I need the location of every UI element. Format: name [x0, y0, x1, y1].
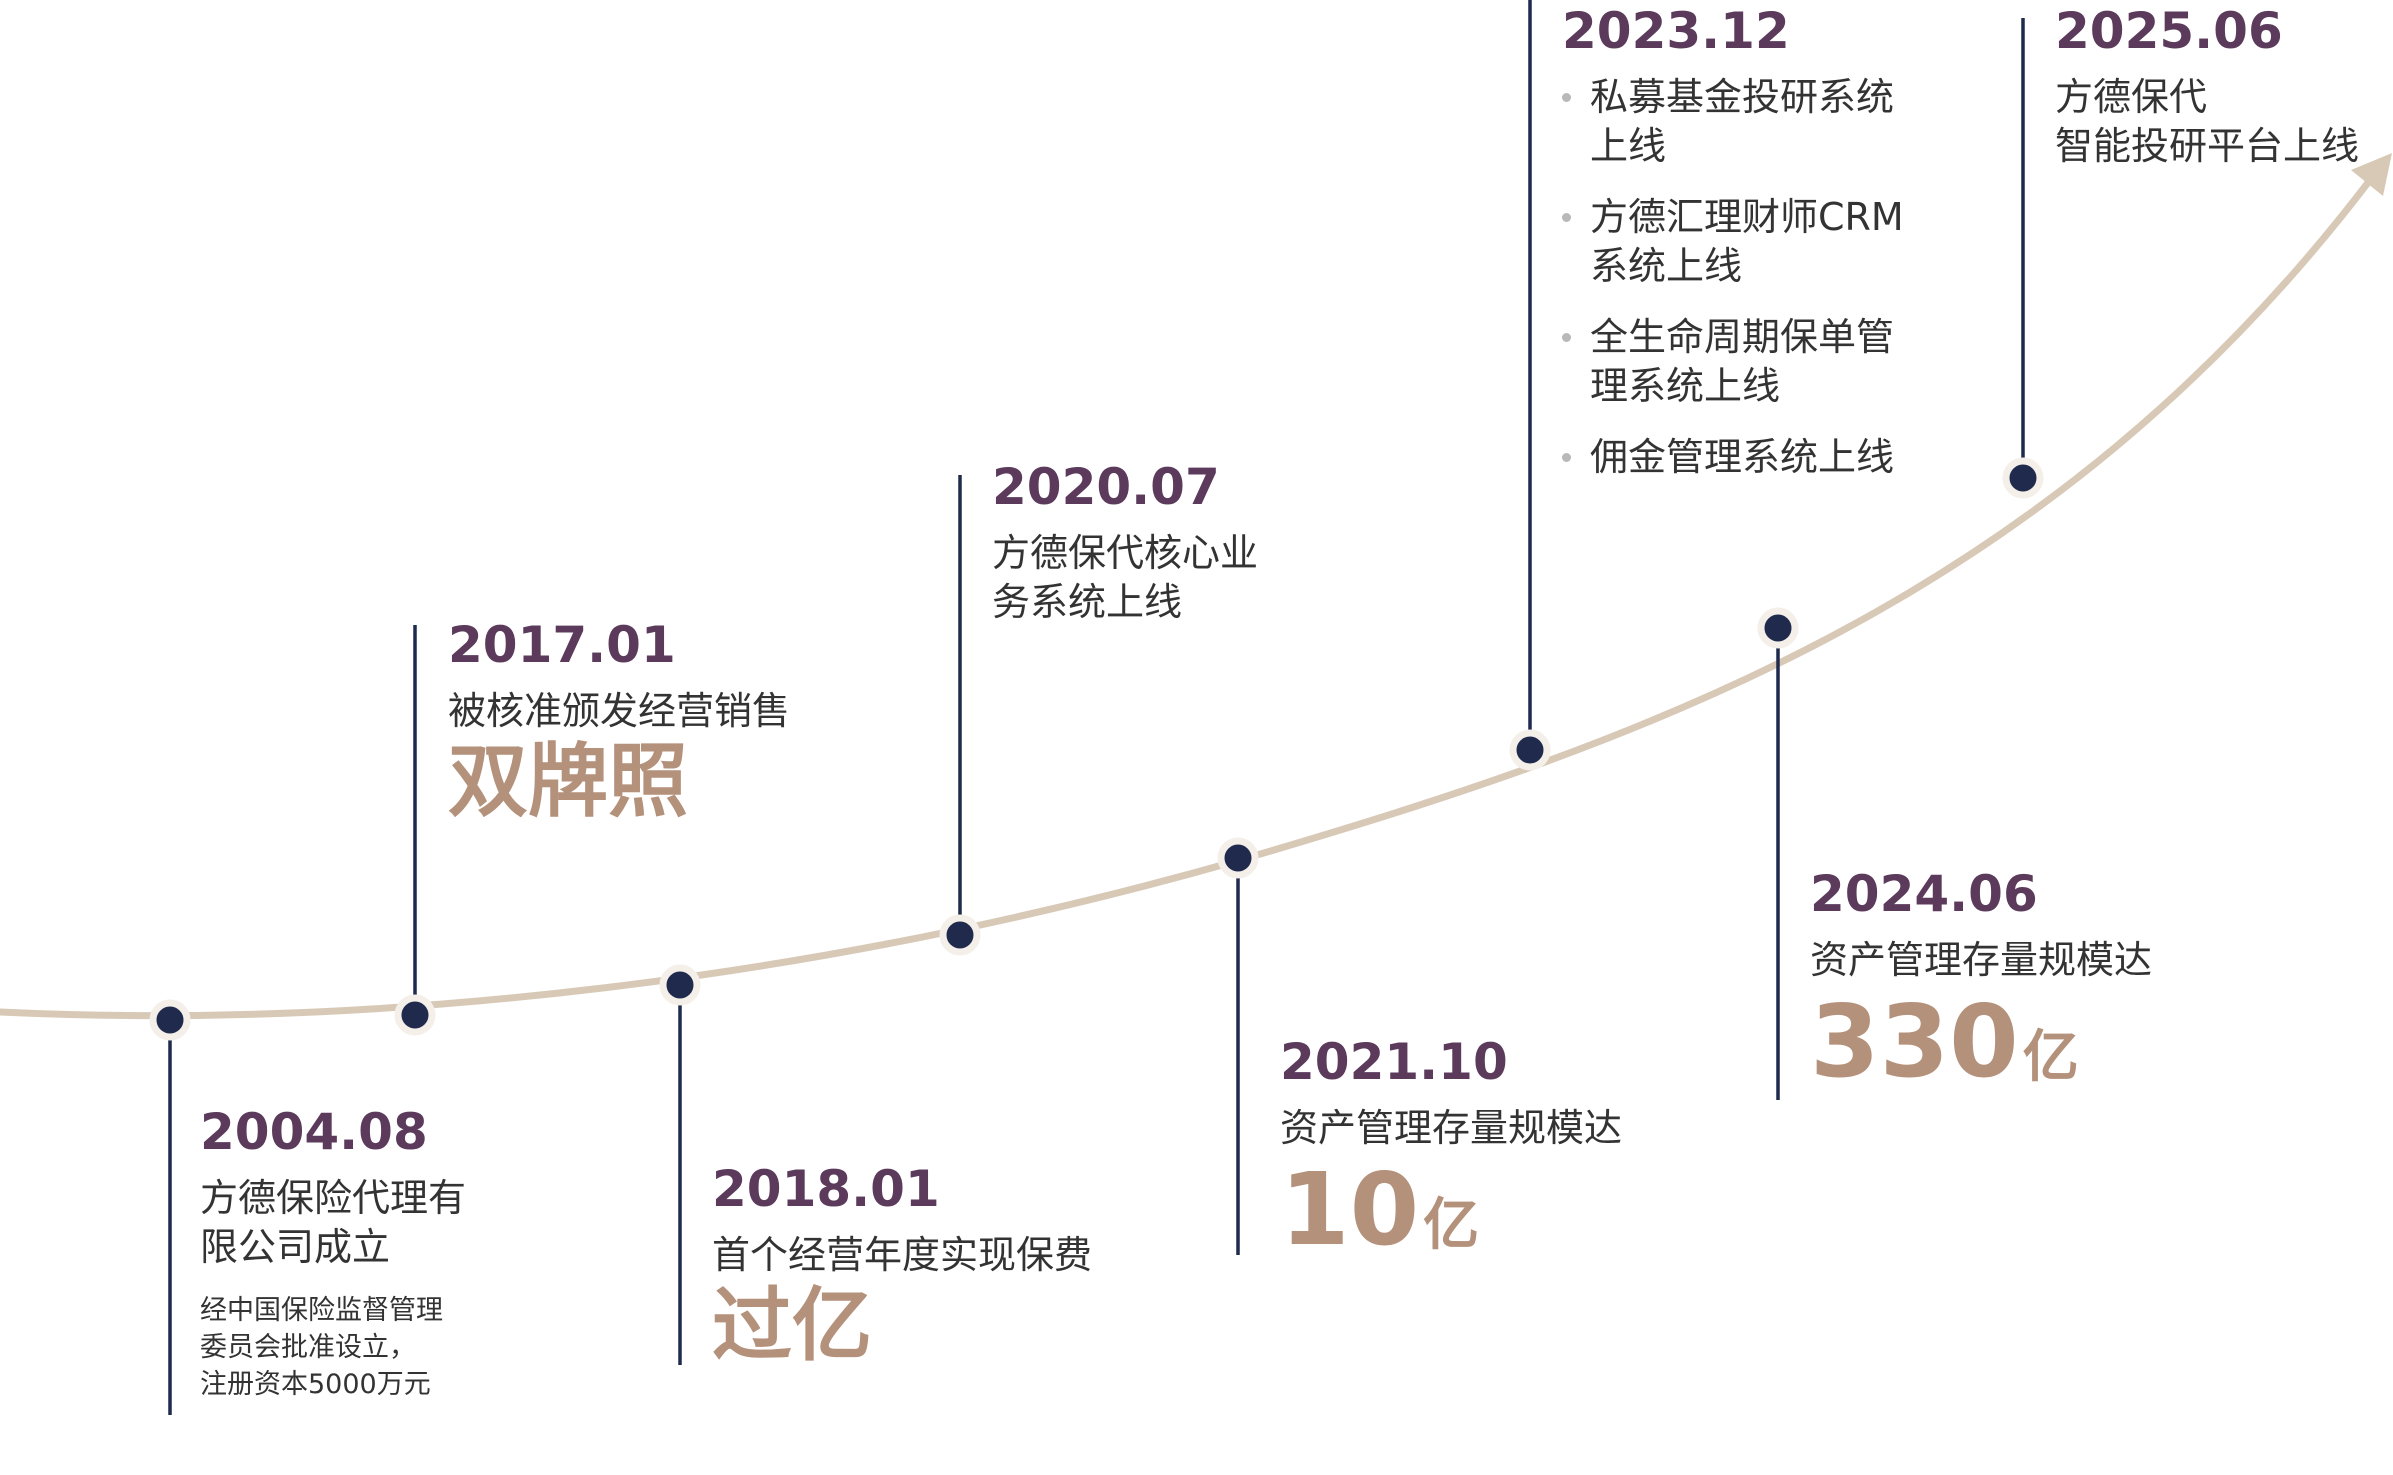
- highlight-number: 10: [1280, 1151, 1420, 1268]
- event-description-line: 方德保代: [2055, 75, 2208, 119]
- list-item-line: 上线: [1590, 124, 1667, 168]
- list-item-line: 私募基金投研系统: [1590, 75, 1895, 119]
- curve-arrowhead-icon: [2351, 153, 2392, 196]
- event-description: 方德保险代理有 限公司成立: [200, 1174, 466, 1272]
- milestone-dot-2023-12: [1509, 729, 1551, 771]
- list-item-line: 佣金管理系统上线: [1590, 435, 1895, 479]
- event-description: 被核准颁发经营销售: [448, 687, 790, 736]
- event-note-line: 注册资本5000万元: [200, 1369, 431, 1400]
- milestone-dot-2025-06: [2002, 457, 2044, 499]
- event-description: 方德保代核心业 务系统上线: [992, 529, 1258, 627]
- highlight-unit: 亿: [2022, 1025, 2079, 1090]
- milestone-dot-2018-01: [659, 964, 701, 1006]
- event-2020-07: 2020.07 方德保代核心业 务系统上线: [992, 460, 1258, 627]
- milestone-dot-2017-01: [394, 994, 436, 1036]
- list-item-line: 方德汇理财师CRM: [1590, 195, 1904, 239]
- event-description-line: 被核准颁发经营销售: [448, 689, 791, 733]
- list-item-line: 全生命周期保单管: [1590, 315, 1895, 359]
- event-description-line: 智能投研平台上线: [2055, 124, 2360, 168]
- event-description-line: 资产管理存量规模达: [1810, 938, 2153, 982]
- list-item-line: 理系统上线: [1590, 364, 1781, 408]
- list-item: 私募基金投研系统 上线: [1562, 73, 1904, 171]
- event-date: 2017.01: [448, 616, 676, 674]
- event-description: 首个经营年度实现保费: [712, 1231, 1092, 1280]
- milestone-dot-2021-10: [1217, 837, 1259, 879]
- event-2004-08: 2004.08 方德保险代理有 限公司成立 经中国保险监督管理 委员会批准设立，…: [200, 1105, 466, 1403]
- event-2023-12: 2023.12 私募基金投研系统 上线 方德汇理财师CRM 系统上线 全生命周期…: [1562, 4, 1904, 504]
- list-item: 全生命周期保单管 理系统上线: [1562, 313, 1904, 411]
- event-highlight: 330亿: [1810, 987, 2152, 1097]
- event-date: 2004.08: [200, 1103, 428, 1161]
- list-item: 方德汇理财师CRM 系统上线: [1562, 193, 1904, 291]
- event-date: 2024.06: [1810, 865, 2038, 923]
- event-2017-01: 2017.01 被核准颁发经营销售 双牌照: [448, 618, 790, 826]
- event-description-line: 资产管理存量规模达: [1280, 1106, 1623, 1150]
- event-description: 方德保代 智能投研平台上线: [2055, 73, 2359, 171]
- event-note-line: 经中国保险监督管理: [200, 1295, 443, 1326]
- event-date: 2020.07: [992, 458, 1220, 516]
- event-highlight: 双牌照: [448, 735, 688, 828]
- highlight-number: 330: [1810, 983, 2019, 1100]
- milestone-dot-2024-06: [1757, 607, 1799, 649]
- event-2018-01: 2018.01 首个经营年度实现保费 过亿: [712, 1162, 1092, 1370]
- event-highlight: 10亿: [1280, 1155, 1622, 1265]
- event-highlight: 过亿: [712, 1279, 872, 1372]
- list-item-line: 系统上线: [1590, 244, 1743, 288]
- event-description-line: 方德保代核心业: [992, 531, 1259, 575]
- event-description-line: 务系统上线: [992, 580, 1183, 624]
- event-date: 2023.12: [1562, 2, 1790, 60]
- event-2025-06: 2025.06 方德保代 智能投研平台上线: [2055, 4, 2359, 171]
- event-date: 2025.06: [2055, 2, 2283, 60]
- milestone-dot-2020-07: [939, 914, 981, 956]
- event-description-line: 首个经营年度实现保费: [712, 1233, 1093, 1277]
- event-description-line: 限公司成立: [200, 1225, 391, 1269]
- event-2021-10: 2021.10 资产管理存量规模达 10亿: [1280, 1035, 1622, 1265]
- event-description: 资产管理存量规模达: [1280, 1104, 1622, 1153]
- event-2024-06: 2024.06 资产管理存量规模达 330亿: [1810, 867, 2152, 1097]
- highlight-unit: 亿: [1423, 1193, 1480, 1258]
- milestone-dot-2004-08: [149, 999, 191, 1041]
- event-date: 2018.01: [712, 1160, 940, 1218]
- event-description-line: 方德保险代理有: [200, 1176, 467, 1220]
- event-bullet-list: 私募基金投研系统 上线 方德汇理财师CRM 系统上线 全生命周期保单管 理系统上…: [1562, 73, 1904, 482]
- list-item: 佣金管理系统上线: [1562, 433, 1904, 482]
- event-date: 2021.10: [1280, 1033, 1508, 1091]
- event-description: 资产管理存量规模达: [1810, 936, 2152, 985]
- event-note-line: 委员会批准设立，: [200, 1332, 416, 1363]
- event-note: 经中国保险监督管理 委员会批准设立， 注册资本5000万元: [200, 1292, 466, 1403]
